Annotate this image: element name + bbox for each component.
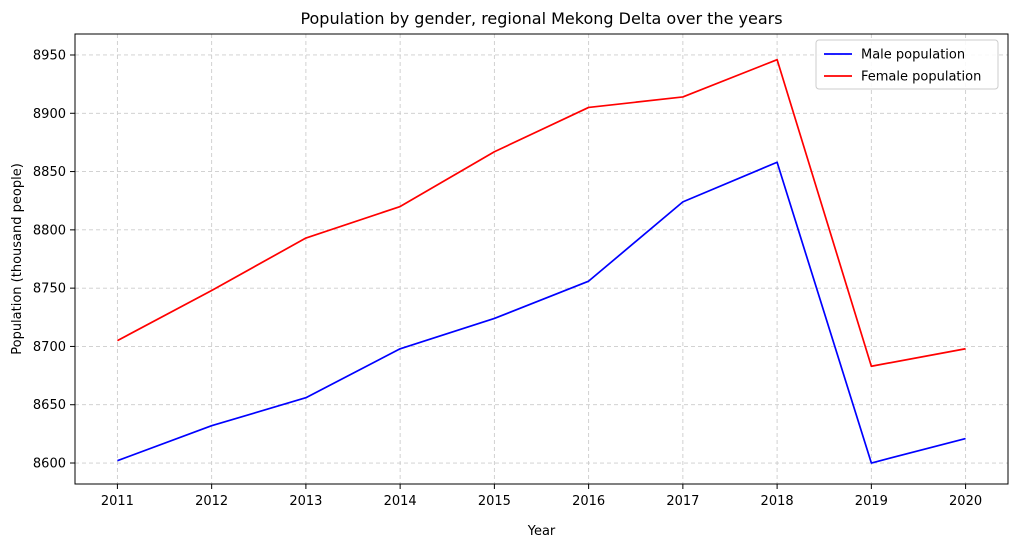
grid-lines <box>75 34 1008 484</box>
plot-frame <box>74 33 1009 485</box>
y-tick-label: 8800 <box>33 223 66 238</box>
legend-entry: Female population <box>861 70 981 85</box>
y-axis-label: Population (thousand people) <box>10 163 25 355</box>
x-tick-label: 2017 <box>666 494 699 509</box>
y-tick-label: 8950 <box>33 48 66 63</box>
x-tick-label: 2011 <box>101 494 134 509</box>
series-line-male <box>117 161 966 464</box>
y-tick-label: 8750 <box>33 282 66 297</box>
x-tick-label: 2012 <box>195 494 228 509</box>
y-axis: 8600 8650 8700 8750 8800 8850 8900 8950 <box>33 48 75 472</box>
x-tick-label: 2015 <box>478 494 511 509</box>
legend: Male population Female population <box>815 39 999 90</box>
legend-box <box>815 39 999 90</box>
y-tick-label: 8850 <box>33 165 66 180</box>
y-tick-label: 8700 <box>33 340 66 355</box>
x-tick-label: 2019 <box>855 494 888 509</box>
x-axis-label: Year <box>527 524 556 539</box>
x-axis: 2011 2012 2013 2014 2015 2016 2017 2018 2019 2020 <box>101 484 982 509</box>
y-tick-label: 8650 <box>33 398 66 413</box>
x-tick-label: 2014 <box>384 494 417 509</box>
series-lines <box>117 58 966 464</box>
x-tick-label: 2013 <box>289 494 322 509</box>
series-line-female <box>117 58 966 368</box>
chart-title: Population by gender, regional Mekong De… <box>300 9 782 28</box>
x-tick-label: 2020 <box>949 494 982 509</box>
y-tick-label: 8900 <box>33 107 66 122</box>
x-tick-label: 2018 <box>761 494 794 509</box>
legend-entry: Male population <box>861 48 965 63</box>
y-tick-label: 8600 <box>33 457 66 472</box>
x-tick-label: 2016 <box>572 494 605 509</box>
